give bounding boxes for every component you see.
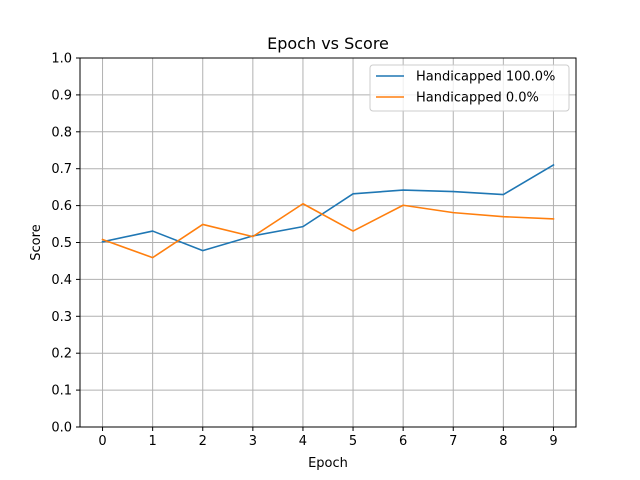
- y-tick-label: 0.1: [51, 384, 72, 399]
- x-tick-label: 0: [98, 434, 106, 449]
- y-tick-label: 0.2: [51, 347, 72, 362]
- series-line-1: [101, 202, 555, 259]
- y-tick-label: 0.9: [51, 88, 72, 103]
- x-tick-label: 4: [299, 434, 307, 449]
- legend-label-1: Handicapped 0.0%: [416, 91, 539, 106]
- y-tick-label: 0.0: [51, 421, 72, 436]
- y-tick-label: 0.6: [51, 199, 72, 214]
- x-tick-label: 8: [499, 434, 507, 449]
- y-axis-label: Score: [29, 224, 44, 260]
- x-axis-label: Epoch: [308, 456, 348, 471]
- legend-box: [369, 64, 570, 112]
- y-tick-label: 0.8: [51, 125, 72, 140]
- legend: Handicapped 100.0% Handicapped 0.0%: [369, 64, 570, 112]
- y-tick-label: 0.5: [51, 236, 72, 251]
- series-layer: [101, 163, 555, 259]
- y-tick-label: 1.0: [51, 52, 72, 67]
- x-tick-label: 2: [199, 434, 207, 449]
- y-tick-label: 0.3: [51, 310, 72, 325]
- chart-title: Epoch vs Score: [267, 34, 389, 53]
- x-tick-label: 7: [449, 434, 457, 449]
- y-tick-label: 0.7: [51, 162, 72, 177]
- x-tick-label: 1: [149, 434, 157, 449]
- y-tick-label: 0.4: [51, 273, 72, 288]
- x-tick-label: 9: [549, 434, 557, 449]
- x-tick-label: 6: [399, 434, 407, 449]
- legend-label-0: Handicapped 100.0%: [416, 70, 555, 85]
- x-tick-label: 5: [349, 434, 357, 449]
- x-tick-label: 3: [249, 434, 257, 449]
- y-axis: 0.0 0.1 0.2 0.3 0.4 0.5 0.6 0.7 0.8 0.9 1.0: [51, 52, 80, 436]
- x-axis: 0 1 2 3 4 5 6 7 8 9: [98, 427, 558, 449]
